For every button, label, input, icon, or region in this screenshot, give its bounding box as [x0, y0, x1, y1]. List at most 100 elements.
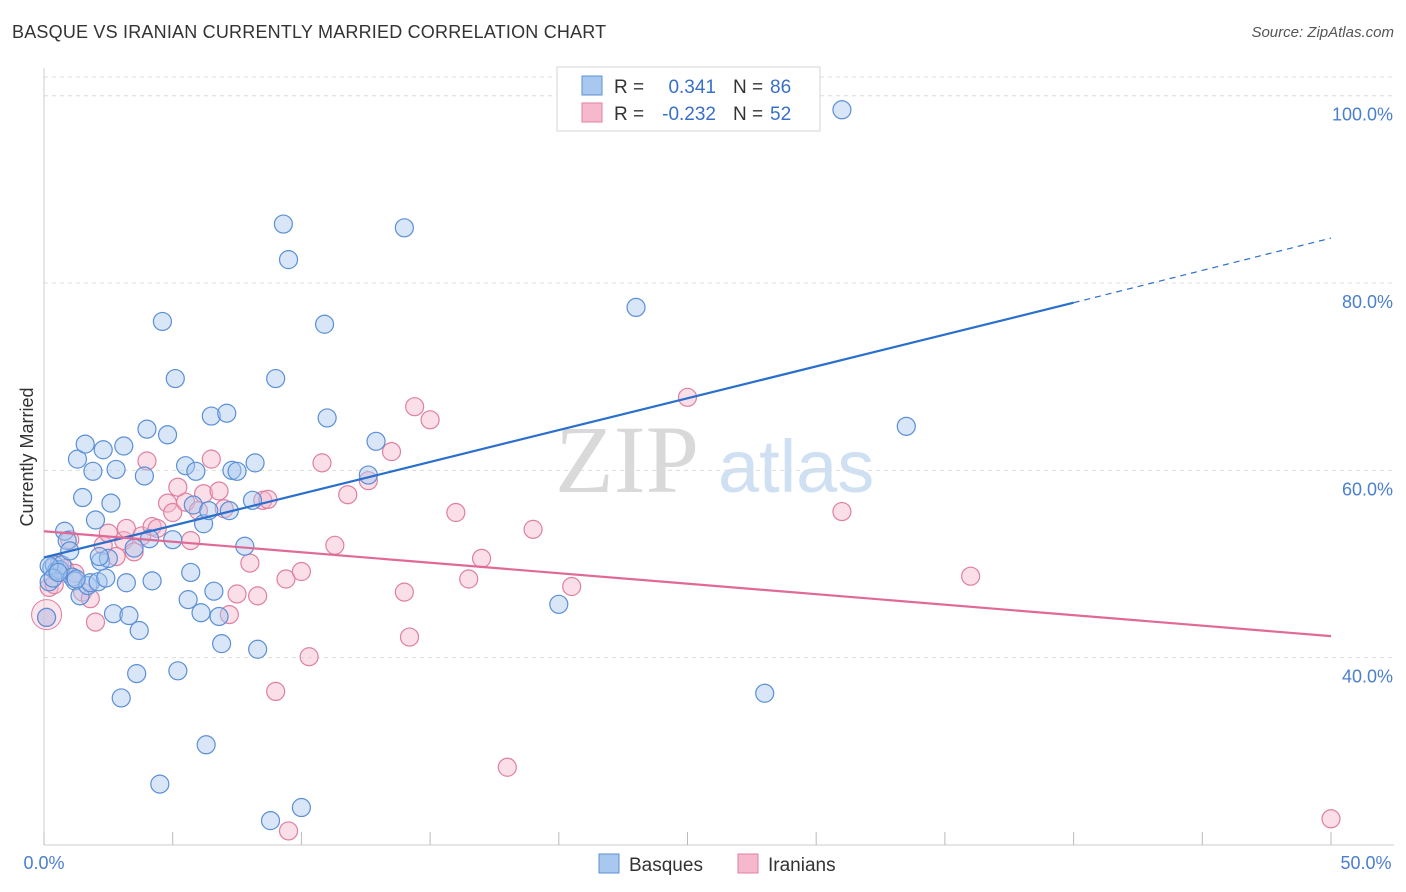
basque-point-55: [209, 606, 229, 627]
basque-point-28: [114, 436, 134, 456]
basque-point-14: [75, 434, 95, 454]
basque-point-21: [93, 440, 113, 460]
iranian-point-38: [278, 821, 299, 841]
basque-point-41: [163, 530, 183, 550]
y-tick-label-1: 80.0%: [1342, 292, 1393, 312]
basque-point-42: [165, 368, 185, 389]
basque-point-31: [124, 538, 144, 558]
iranian-point-2: [44, 575, 64, 595]
iranian-point-31: [227, 584, 247, 604]
y-tick-label-2: 60.0%: [1342, 479, 1393, 499]
bottom-legend-swatch-iranians: [737, 853, 759, 874]
iranian-point-43: [338, 485, 358, 505]
watermark-zip: ZIP: [555, 406, 699, 513]
basque-point-77: [755, 683, 775, 703]
iranian-point-9: [85, 612, 106, 632]
iranian-point-42: [325, 535, 345, 555]
y-tick-label-3: 40.0%: [1342, 667, 1393, 687]
legend-n-label-iranians: N =: [733, 104, 763, 125]
basque-point-75: [549, 594, 569, 614]
legend-r-label-basques: R =: [614, 77, 644, 98]
basque-point-57: [217, 403, 237, 423]
basque-point-27: [111, 688, 131, 708]
basque-point-39: [152, 311, 173, 332]
basque-point-83: [48, 562, 68, 583]
basque-point-74: [394, 218, 414, 238]
legend-swatch-iranians: [581, 102, 603, 123]
basque-point-71: [317, 408, 337, 428]
basque-point-38: [150, 774, 170, 794]
basque-point-78: [832, 100, 852, 120]
x-ticks: [43, 832, 1332, 845]
basque-point-85: [89, 546, 109, 567]
iranian-point-46: [394, 582, 414, 602]
iranian-point-47: [399, 627, 420, 647]
legend-r-value-iranians: -0.232: [662, 104, 716, 125]
basque-point-17: [83, 461, 103, 481]
basque-point-67: [273, 214, 293, 234]
iranian-point-51: [459, 569, 479, 589]
iranian-point-41: [312, 453, 332, 473]
basque-point-43: [168, 661, 188, 681]
basque-point-13: [73, 487, 93, 508]
y-tick-label-0: 100.0%: [1332, 105, 1393, 125]
iranian-point-36: [266, 681, 286, 702]
iranian-point-57: [832, 501, 852, 522]
basque-point-15: [78, 575, 98, 596]
iranians-trend-line: [43, 530, 1332, 638]
basque-point-25: [103, 604, 124, 624]
basque-point-53: [201, 406, 221, 426]
basque-point-79: [896, 416, 916, 436]
iranian-point-32: [240, 553, 260, 573]
basque-point-65: [260, 811, 281, 831]
basque-point-32: [127, 664, 147, 684]
basque-point-66: [266, 368, 286, 389]
basque-point-29: [116, 573, 136, 593]
legend-swatch-basques: [581, 75, 603, 96]
basque-point-46: [181, 562, 201, 583]
basque-point-54: [204, 581, 224, 601]
iranian-point-39: [291, 561, 311, 582]
basque-point-60: [227, 461, 247, 481]
iranian-point-48: [405, 397, 425, 417]
basques-points: [36, 100, 916, 831]
basque-point-70: [314, 314, 335, 334]
y-axis-title: Currently Married: [17, 387, 37, 526]
basque-point-35: [137, 419, 157, 439]
iranian-point-27: [201, 449, 221, 469]
basque-point-22: [96, 568, 116, 588]
basque-point-24: [101, 493, 121, 513]
basque-point-34: [134, 466, 154, 486]
legend-r-label-iranians: R =: [614, 104, 644, 125]
basque-point-37: [142, 571, 162, 591]
iranian-point-21: [163, 502, 183, 523]
basque-point-26: [106, 459, 126, 480]
legend-n-value-iranians: 52: [770, 104, 791, 125]
iranian-point-37: [276, 569, 296, 589]
basque-point-16: [80, 573, 100, 593]
basques-trend-line: [43, 301, 1074, 559]
iranian-point-58: [961, 566, 981, 586]
iranian-point-52: [471, 548, 492, 569]
basque-point-64: [248, 639, 268, 659]
iranian-point-53: [497, 757, 517, 777]
iranian-point-12: [106, 546, 126, 567]
iranian-point-50: [446, 502, 466, 523]
iranian-point-40: [299, 647, 319, 667]
bottom-legend-swatch-basques: [598, 853, 620, 874]
basque-point-84: [66, 569, 86, 589]
iranian-point-45: [381, 442, 402, 462]
basque-point-33: [129, 620, 149, 641]
basque-point-40: [157, 425, 178, 445]
basque-point-73: [366, 431, 386, 451]
iranian-point-22: [168, 477, 188, 497]
series-legend: Basques Iranians: [598, 853, 836, 876]
source-label: Source: ZipAtlas.com: [1251, 24, 1394, 41]
iranian-point-17: [137, 451, 157, 471]
stats-legend: R = 0.341 N = 86 R = -0.232 N = 52: [556, 66, 821, 132]
iranian-point-54: [523, 519, 543, 539]
iranian-point-49: [420, 410, 440, 430]
legend-n-value-basques: 86: [770, 77, 791, 98]
basque-point-56: [212, 634, 232, 654]
basque-point-68: [278, 250, 299, 270]
